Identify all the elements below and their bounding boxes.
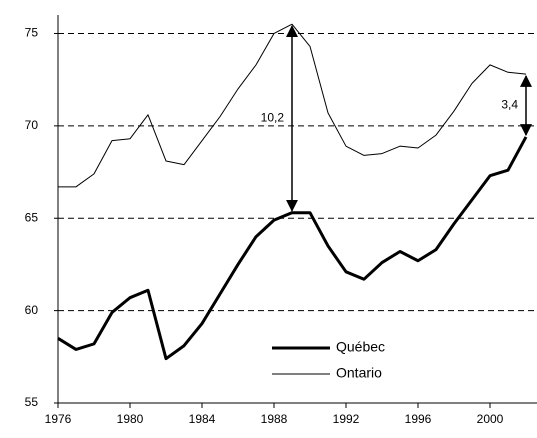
y-tick-label: 70 — [25, 118, 39, 132]
y-tick-label: 75 — [25, 26, 39, 40]
x-tick-label: 1988 — [261, 412, 288, 426]
x-tick-label: 1976 — [45, 412, 72, 426]
y-tick-label: 60 — [25, 303, 39, 317]
series-line — [58, 23, 527, 188]
legend-label: Ontario — [336, 365, 382, 381]
x-tick-label: 1992 — [333, 412, 360, 426]
x-tick-label: 2000 — [477, 412, 504, 426]
x-tick-label: 1984 — [189, 412, 216, 426]
annotation: 10,2 — [261, 111, 285, 125]
x-tick-label: 1996 — [405, 412, 432, 426]
y-tick-label: 55 — [25, 395, 39, 409]
series-line — [57, 136, 528, 361]
annotation: 3,4 — [501, 98, 518, 112]
x-tick-label: 1980 — [117, 412, 144, 426]
legend-label: Québec — [336, 339, 385, 355]
y-tick-label: 65 — [25, 210, 39, 224]
